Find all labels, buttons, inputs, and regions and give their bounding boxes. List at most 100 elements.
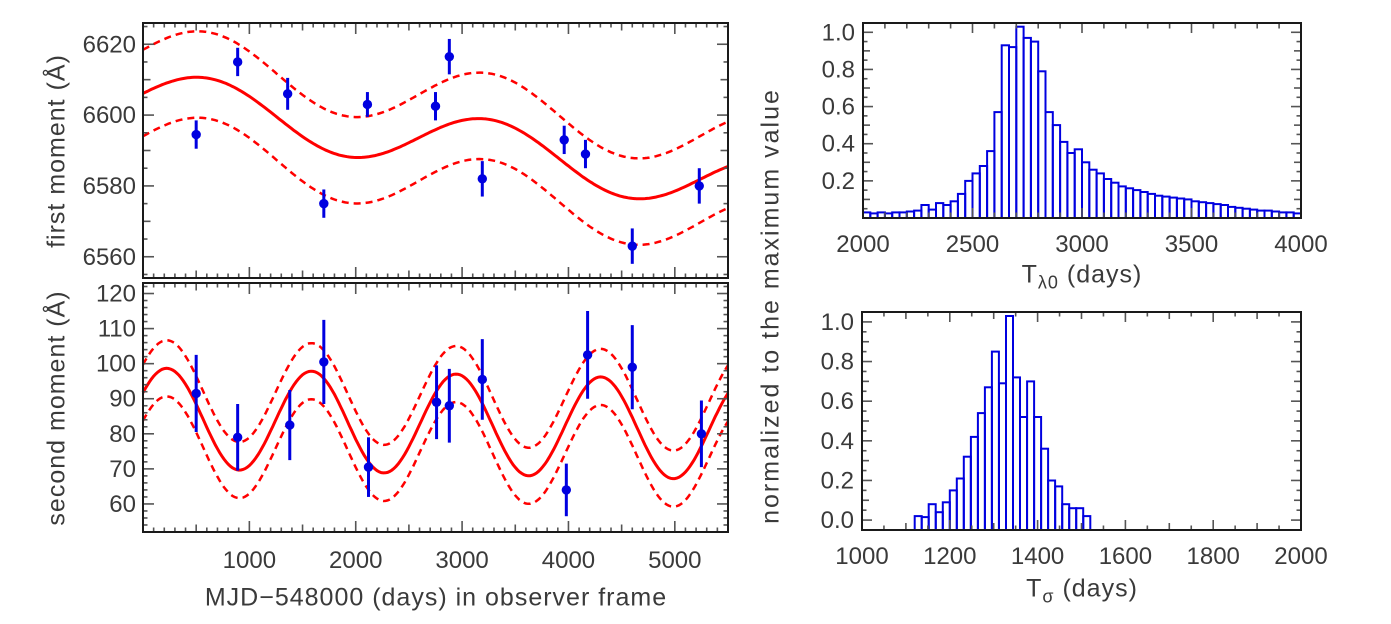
histogram-bar	[1146, 192, 1156, 219]
data-point	[561, 485, 572, 495]
histogram-bar	[1212, 203, 1222, 220]
histogram-bar	[955, 477, 965, 531]
second-moment-panel: 1000 2000 3000 4000 5000 60 70 80 90 100 110 120	[96, 281, 730, 574]
histogram-bar	[927, 208, 938, 220]
x-tick-label: 1400	[1011, 543, 1064, 570]
y-tick-label: 60	[109, 491, 136, 518]
histogram-bar	[1015, 25, 1025, 220]
histogram-bar	[1029, 40, 1040, 219]
y-tick-label: 70	[109, 456, 136, 483]
t-lambda0-subscript: λ0	[1037, 272, 1059, 293]
histogram-bar	[934, 511, 944, 532]
x-tick-label: 1000	[835, 543, 888, 570]
histogram-bar	[1117, 185, 1127, 219]
histogram-bar	[990, 350, 1000, 531]
y-tick-label: 120	[96, 281, 136, 308]
t-lambda0-suffix: (days)	[1058, 260, 1143, 289]
data-point	[694, 181, 704, 191]
data-point	[477, 374, 487, 385]
histogram-bar	[1183, 198, 1193, 219]
histogram-bar	[913, 515, 923, 531]
histogram-bar	[941, 501, 951, 531]
histogram-bar	[942, 204, 952, 219]
data-point	[627, 241, 637, 251]
data-point	[559, 135, 569, 145]
data-point	[627, 362, 637, 372]
y-tick-label: 0.6	[822, 94, 855, 121]
histogram-bar	[1088, 168, 1098, 219]
histogram-bar	[969, 435, 979, 531]
data-point	[282, 89, 293, 99]
histogram-bar	[1047, 479, 1057, 531]
histogram-bar	[913, 209, 923, 220]
y-tick-label: 1.0	[822, 19, 855, 46]
histogram-bar	[1154, 194, 1164, 219]
histogram-bar	[1008, 46, 1018, 219]
histogram-bar	[978, 165, 989, 219]
data-point	[444, 401, 455, 411]
y-tick-label: 0.8	[821, 349, 854, 376]
x-tick-label: 5000	[648, 547, 701, 574]
y-tick-label: 80	[109, 421, 136, 448]
x-tick-label: 1600	[1099, 543, 1152, 570]
histogram-bar	[1081, 161, 1091, 220]
histogram-bar	[971, 172, 981, 219]
histogram-bar	[1082, 515, 1092, 531]
histogram-bar	[1068, 507, 1078, 532]
x-axis-label-t-sigma: Tσ (days)	[1026, 575, 1138, 608]
data-point	[582, 350, 593, 360]
data-point	[477, 174, 487, 184]
histogram-bar	[1256, 209, 1266, 220]
x-tick-label: 2000	[329, 547, 382, 574]
y-tick-label: 0.6	[821, 388, 854, 415]
t-sigma-subscript: σ	[1042, 586, 1055, 607]
data-point	[232, 57, 243, 67]
envelope-curve-upper	[141, 339, 730, 452]
histogram-bar	[1059, 140, 1069, 219]
y-axis-label-first-moment: first moment (Å)	[42, 54, 71, 248]
histogram-bar	[1219, 204, 1229, 219]
y-tick-label: 100	[96, 351, 136, 378]
x-axis-label-t-lambda0: Tλ0 (days)	[1022, 261, 1143, 294]
model-curve-solid	[142, 75, 729, 201]
data-point	[362, 99, 373, 110]
t-lambda0-prefix: T	[1021, 260, 1038, 289]
y-axis-label-normalized: normalized to the maximum value	[756, 88, 785, 524]
x-tick-label: 2500	[946, 231, 999, 258]
histogram-bar	[1000, 44, 1011, 219]
data-point	[363, 462, 374, 472]
x-axis-label-mjd: MJD−548000 (days) in observer frame	[204, 583, 668, 612]
t-sigma-histogram: 1000 1200 1400 1600 1800 2000 0.0 0.2 0.4 0.6 0.8 1…	[821, 309, 1328, 570]
t-lambda0-histogram: 2000 2500 3000 3500 4000 0.2 0.4 0.6 0.8 1.0	[822, 19, 1328, 258]
data-point	[431, 397, 442, 407]
y-tick-label: 6620	[83, 31, 136, 58]
histogram-bar	[1161, 195, 1171, 220]
data-point	[319, 357, 329, 367]
histogram-bar	[962, 455, 972, 532]
y-axis-label-second-moment: second moment (Å)	[42, 290, 71, 526]
x-tick-label: 2000	[836, 231, 889, 258]
envelope-curve-lower	[142, 116, 729, 247]
histogram-bar	[1197, 201, 1208, 219]
x-tick-label: 1800	[1187, 543, 1240, 570]
histogram-bar	[927, 503, 937, 532]
data-point	[191, 388, 201, 399]
histogram-bar	[1005, 315, 1014, 531]
histogram-bar	[1132, 189, 1142, 220]
y-tick-label: 110	[98, 316, 136, 343]
y-tick-label: 1.0	[821, 309, 854, 336]
histogram-bar	[920, 204, 930, 219]
data-point	[285, 420, 295, 430]
histogram-bar	[986, 150, 996, 220]
histogram-bar	[1026, 380, 1036, 531]
x-tick-label: 3000	[435, 547, 488, 574]
histogram-bar	[1102, 178, 1113, 219]
histogram-bar	[1124, 187, 1135, 220]
y-tick-label: 0.4	[822, 131, 855, 158]
t-sigma-prefix: T	[1026, 574, 1043, 603]
histogram-bar	[1061, 503, 1071, 532]
data-point	[319, 198, 329, 209]
data-point	[191, 129, 201, 140]
x-tick-label: 4000	[542, 547, 595, 574]
